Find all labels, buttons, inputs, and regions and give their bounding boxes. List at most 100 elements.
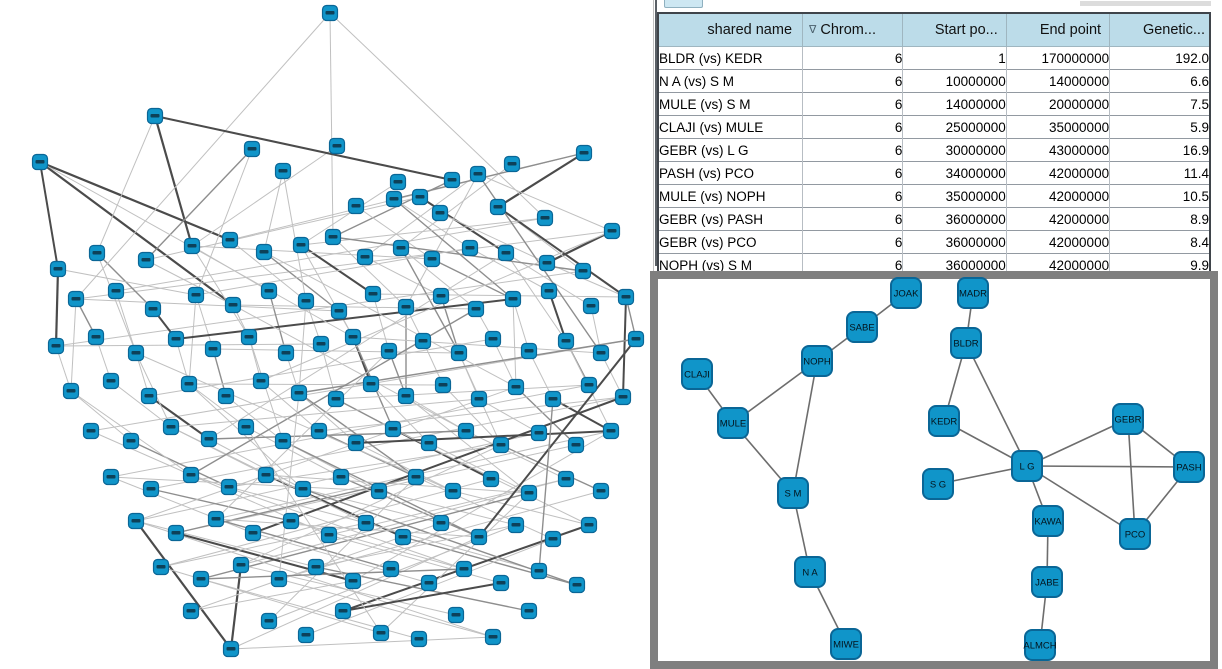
network-edge[interactable]: [512, 298, 530, 352]
network-edge[interactable]: [191, 245, 250, 338]
network-edge[interactable]: [300, 244, 374, 295]
table-cell[interactable]: 10000000: [902, 69, 1007, 93]
table-cell[interactable]: PASH (vs) PCO: [657, 161, 804, 185]
table-row[interactable]: GEBR (vs) L G 6 30000000 43000000 16.9: [657, 138, 1211, 162]
table-row[interactable]: BLDR (vs) KEDR 6 1 170000000 192.0: [657, 46, 1211, 70]
network-edge[interactable]: [328, 534, 502, 584]
network-edge[interactable]: [90, 430, 192, 476]
network-edge[interactable]: [135, 520, 232, 650]
network-edge[interactable]: [148, 395, 210, 440]
table-cell[interactable]: BLDR (vs) KEDR: [657, 46, 804, 70]
network-edge[interactable]: [265, 474, 530, 494]
network-edge[interactable]: [96, 252, 154, 310]
network-edge[interactable]: [130, 440, 230, 488]
network-edge[interactable]: [228, 444, 502, 488]
network-edge[interactable]: [415, 476, 554, 540]
network-edge[interactable]: [154, 115, 453, 181]
network-edge[interactable]: [188, 383, 444, 386]
table-cell[interactable]: GEBR (vs) PASH: [657, 207, 804, 231]
table-cell[interactable]: CLAJI (vs) MULE: [657, 115, 804, 139]
table-cell[interactable]: 43000000: [1005, 138, 1111, 162]
table-cell[interactable]: 14000000: [1005, 69, 1111, 93]
network-node[interactable]: [1024, 629, 1056, 661]
network-edge[interactable]: [548, 290, 567, 342]
network-node[interactable]: [801, 345, 833, 377]
network-edge[interactable]: [512, 298, 517, 388]
network-edge[interactable]: [538, 398, 554, 572]
network-edge[interactable]: [364, 173, 479, 258]
table-cell[interactable]: 42000000: [1005, 184, 1111, 208]
network-edge[interactable]: [70, 298, 77, 392]
column-header-chromosome[interactable]: ∇ Chrom...: [802, 13, 904, 47]
table-cell[interactable]: 6: [802, 138, 904, 162]
network-edge[interactable]: [110, 380, 172, 428]
table-row[interactable]: GEBR (vs) PASH 6 36000000 42000000 8.9: [657, 207, 1211, 231]
network-edge[interactable]: [110, 476, 380, 492]
network-edge[interactable]: [405, 395, 530, 494]
table-cell[interactable]: 35000000: [1005, 115, 1111, 139]
network-edge[interactable]: [792, 360, 818, 494]
network-edge[interactable]: [191, 245, 433, 260]
network-edge[interactable]: [57, 268, 197, 296]
table-cell[interactable]: 170000000: [1005, 46, 1111, 70]
table-cell[interactable]: 6: [802, 92, 904, 116]
network-edge[interactable]: [191, 145, 338, 247]
table-cell[interactable]: 7.5: [1109, 92, 1211, 116]
table-cell[interactable]: 42000000: [1005, 161, 1111, 185]
table-cell[interactable]: 6: [802, 46, 904, 70]
network-edge[interactable]: [229, 239, 307, 302]
network-edge[interactable]: [135, 386, 517, 522]
network-edge[interactable]: [75, 230, 613, 300]
table-cell[interactable]: 5.9: [1109, 115, 1211, 139]
table-row[interactable]: GEBR (vs) PCO 6 36000000 42000000 8.4: [657, 230, 1211, 254]
network-edge[interactable]: [248, 336, 284, 442]
network-edge[interactable]: [39, 161, 59, 270]
table-scrollbar[interactable]: [1080, 1, 1211, 6]
table-cell[interactable]: 6: [802, 207, 904, 231]
network-edge[interactable]: [355, 430, 612, 444]
table-row[interactable]: PASH (vs) PCO 6 34000000 42000000 11.4: [657, 161, 1211, 185]
network-node[interactable]: [1011, 450, 1043, 482]
network-edge[interactable]: [96, 252, 137, 354]
network-edge[interactable]: [329, 12, 334, 238]
network-edge[interactable]: [268, 290, 287, 354]
network-node[interactable]: [717, 407, 749, 439]
network-edge[interactable]: [370, 383, 430, 444]
network-edge[interactable]: [380, 492, 530, 634]
network-edge[interactable]: [135, 520, 494, 638]
table-cell[interactable]: 1: [902, 46, 1007, 70]
network-edge[interactable]: [329, 12, 546, 219]
network-node[interactable]: [846, 311, 878, 343]
network-edge[interactable]: [431, 258, 514, 300]
network-node[interactable]: [950, 327, 982, 359]
table-cell[interactable]: MULE (vs) S M: [657, 92, 804, 116]
network-edge[interactable]: [478, 338, 637, 538]
network-edge[interactable]: [39, 160, 231, 242]
network-edge[interactable]: [208, 438, 304, 490]
network-edge[interactable]: [439, 212, 548, 264]
network-edge[interactable]: [195, 294, 214, 350]
network-edge[interactable]: [282, 170, 307, 302]
table-cell[interactable]: 42000000: [1005, 230, 1111, 254]
table-cell[interactable]: 30000000: [902, 138, 1007, 162]
network-edge[interactable]: [215, 350, 390, 520]
table-cell[interactable]: 42000000: [1005, 207, 1111, 231]
table-cell[interactable]: 6.6: [1109, 69, 1211, 93]
network-node[interactable]: [1112, 403, 1144, 435]
table-row[interactable]: MULE (vs) NOPH 6 35000000 42000000 10.5: [657, 184, 1211, 208]
table-tab[interactable]: [664, 0, 703, 8]
network-edge[interactable]: [135, 520, 317, 568]
network-edge[interactable]: [393, 198, 514, 300]
column-header-end-point[interactable]: End point: [1005, 13, 1111, 47]
network-edge[interactable]: [342, 582, 502, 612]
column-header-start-point[interactable]: Start po...: [902, 13, 1007, 47]
table-row[interactable]: MULE (vs) S M 6 14000000 20000000 7.5: [657, 92, 1211, 116]
network-edge[interactable]: [160, 478, 492, 568]
table-cell[interactable]: 20000000: [1005, 92, 1111, 116]
table-cell[interactable]: 34000000: [902, 161, 1007, 185]
network-edge[interactable]: [355, 442, 454, 492]
table-cell[interactable]: 6: [802, 115, 904, 139]
network-edge[interactable]: [225, 395, 284, 442]
table-cell[interactable]: 11.4: [1109, 161, 1211, 185]
